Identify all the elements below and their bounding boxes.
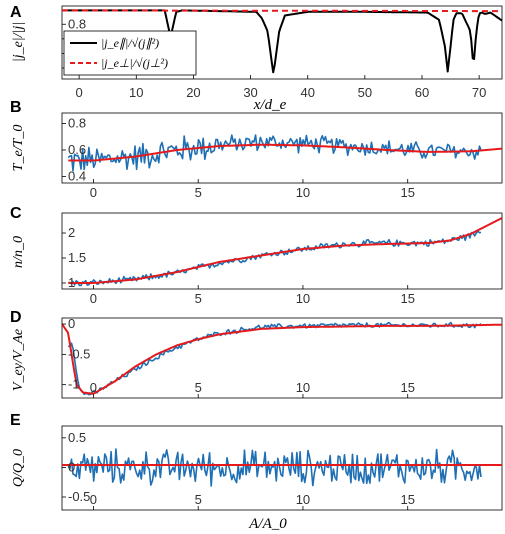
panel-a-axes bbox=[61, 5, 503, 80]
x-tick-label: 70 bbox=[472, 85, 486, 100]
y-tick-label: 0 bbox=[68, 459, 75, 474]
panel-e-plot: -0.500.50 5 10 15 bbox=[62, 430, 502, 510]
legend-entry-1: |j_e∥|/√(j∥²) bbox=[101, 36, 159, 50]
panel-c-ylabel: n/n_0 bbox=[11, 236, 26, 268]
y-tick-label: 1 bbox=[68, 275, 75, 290]
x-tick-label: 40 bbox=[300, 85, 314, 100]
y-tick-label: -0.5 bbox=[68, 489, 90, 504]
y-tick-label: 0.8 bbox=[68, 116, 86, 131]
y-tick-label: 2 bbox=[68, 225, 75, 240]
panel-e-xlabel: A/A_0 bbox=[248, 516, 287, 532]
panel-e-series-1 bbox=[67, 448, 482, 487]
panel-c-label: C bbox=[10, 205, 22, 222]
x-tick-label: 15 bbox=[400, 380, 414, 395]
x-tick-label: 60 bbox=[415, 85, 429, 100]
y-tick-label: -0.5 bbox=[68, 346, 90, 361]
panel-c-axes bbox=[61, 212, 503, 290]
x-tick-label: 5 bbox=[195, 492, 202, 507]
panel-e: E -0.500.50 5 10 15 Q/Q_0 A/A_0 bbox=[10, 412, 503, 532]
x-tick-label: 15 bbox=[400, 492, 414, 507]
x-tick-label: 10 bbox=[296, 291, 310, 306]
x-tick-label: 5 bbox=[195, 291, 202, 306]
x-tick-label: 0 bbox=[76, 85, 83, 100]
panel-a-series-2 bbox=[62, 9, 502, 13]
x-tick-label: 20 bbox=[186, 85, 200, 100]
panel-a-xlabel: x/d_e bbox=[253, 97, 287, 113]
panel-b-ylabel: T_e/T_0 bbox=[11, 125, 26, 172]
panel-e-label: E bbox=[10, 412, 21, 429]
y-tick-label: 0.4 bbox=[68, 168, 86, 183]
panel-c-series-1 bbox=[68, 230, 482, 287]
y-tick-label: 0.8 bbox=[68, 16, 86, 31]
x-tick-label: 10 bbox=[296, 492, 310, 507]
panel-a-legend: |j_e∥|/√(j∥²) |j_e⊥|/√(j⊥²) bbox=[63, 30, 197, 76]
panel-c-series-2 bbox=[68, 217, 502, 284]
y-tick-label: -1 bbox=[68, 377, 80, 392]
panel-b-plot: 0.4 0.6 0.8 0 5 10 15 bbox=[62, 116, 502, 200]
panel-e-ylabel: Q/Q_0 bbox=[11, 449, 26, 487]
x-tick-label: 0 bbox=[90, 380, 97, 395]
x-tick-label: 50 bbox=[358, 85, 372, 100]
x-tick-label: 0 bbox=[90, 492, 97, 507]
panel-d-label: D bbox=[10, 309, 22, 326]
panel-d-axes bbox=[61, 317, 503, 399]
panel-d-series-2 bbox=[62, 323, 502, 395]
x-tick-label: 15 bbox=[400, 185, 414, 200]
x-tick-label: 5 bbox=[195, 185, 202, 200]
y-tick-label: 0.6 bbox=[68, 142, 86, 157]
panel-d-series-1 bbox=[67, 321, 482, 396]
x-tick-label: 10 bbox=[296, 380, 310, 395]
x-tick-label: 0 bbox=[90, 291, 97, 306]
panel-d: D -1 -0.5 0 0 5 10 15 V_ey/V_Ae bbox=[10, 309, 503, 399]
y-tick-label: 0 bbox=[68, 316, 75, 331]
legend-entry-2: |j_e⊥|/√(j⊥²) bbox=[101, 56, 168, 70]
x-tick-label: 10 bbox=[129, 85, 143, 100]
x-tick-label: 10 bbox=[296, 185, 310, 200]
y-tick-label: 1.5 bbox=[68, 250, 86, 265]
panel-b-axes bbox=[61, 112, 503, 184]
x-tick-label: 15 bbox=[400, 291, 414, 306]
x-tick-label: 30 bbox=[243, 85, 257, 100]
panel-d-plot: -1 -0.5 0 0 5 10 15 bbox=[62, 316, 502, 398]
panel-b-label: B bbox=[10, 99, 22, 116]
panel-d-ylabel: V_ey/V_Ae bbox=[11, 329, 26, 391]
x-tick-label: 5 bbox=[195, 380, 202, 395]
panel-c: C 1 1.5 2 0 5 10 15 n/n_0 bbox=[10, 205, 503, 306]
panel-a-ylabel: |j_e|/|j| bbox=[11, 22, 26, 62]
panel-c-plot: 1 1.5 2 0 5 10 15 bbox=[62, 217, 502, 306]
x-tick-label: 0 bbox=[90, 185, 97, 200]
panel-b: B 0.4 0.6 0.8 0 5 10 15 T_e/T_0 bbox=[10, 99, 503, 200]
legend-box bbox=[63, 30, 197, 76]
panel-e-axes bbox=[61, 425, 503, 511]
panel-b-series-2 bbox=[68, 143, 502, 162]
panel-a-label: A bbox=[10, 4, 22, 21]
y-tick-label: 0.5 bbox=[68, 430, 86, 445]
panel-b-series-1 bbox=[67, 134, 482, 172]
